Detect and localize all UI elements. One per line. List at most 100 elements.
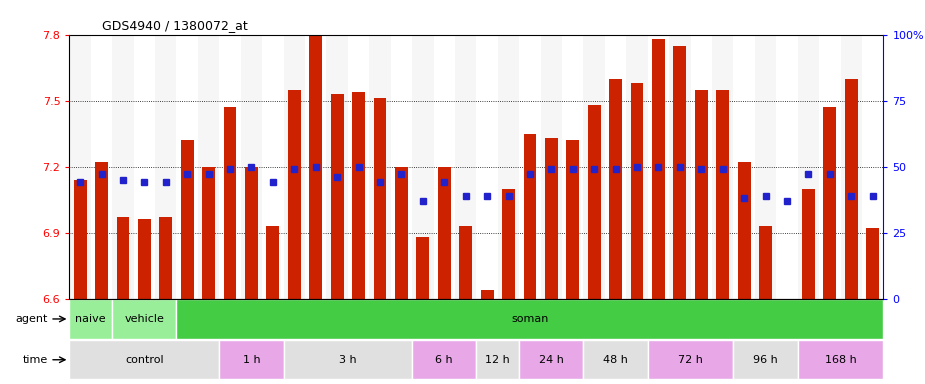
Bar — [669, 35, 691, 298]
Bar — [112, 300, 177, 339]
Bar — [845, 79, 857, 298]
Bar — [797, 35, 820, 298]
Bar — [584, 340, 647, 379]
Bar — [416, 237, 429, 298]
Bar — [288, 89, 301, 298]
Bar — [648, 35, 669, 298]
Bar — [862, 35, 883, 298]
Bar — [284, 35, 305, 298]
Bar — [759, 226, 772, 298]
Bar — [240, 35, 262, 298]
Bar — [716, 89, 729, 298]
Text: 12 h: 12 h — [486, 355, 511, 365]
Bar — [69, 300, 112, 339]
Bar — [519, 35, 540, 298]
Bar — [395, 167, 408, 298]
Bar — [823, 107, 836, 298]
Bar — [434, 35, 455, 298]
Bar — [203, 167, 215, 298]
Bar — [413, 340, 476, 379]
Bar — [138, 219, 151, 298]
Bar — [695, 89, 708, 298]
Bar — [631, 83, 644, 298]
Text: 168 h: 168 h — [825, 355, 857, 365]
Bar — [177, 300, 883, 339]
Bar — [266, 226, 279, 298]
Bar — [219, 35, 240, 298]
Bar — [476, 35, 498, 298]
Bar — [219, 340, 284, 379]
Bar — [180, 140, 193, 298]
Bar — [519, 340, 584, 379]
Bar — [159, 217, 172, 298]
Bar — [352, 92, 365, 298]
Bar — [459, 226, 472, 298]
Bar — [566, 140, 579, 298]
Bar — [117, 217, 130, 298]
Bar — [738, 162, 750, 298]
Bar — [133, 35, 155, 298]
Bar — [327, 35, 348, 298]
Bar — [455, 35, 476, 298]
Bar — [262, 35, 284, 298]
Bar — [91, 35, 112, 298]
Bar — [802, 189, 815, 298]
Bar — [797, 340, 883, 379]
Bar — [734, 340, 797, 379]
Text: 96 h: 96 h — [753, 355, 778, 365]
Text: 3 h: 3 h — [339, 355, 357, 365]
Text: 72 h: 72 h — [678, 355, 703, 365]
Bar — [245, 167, 258, 298]
Bar — [610, 79, 622, 298]
Bar — [502, 189, 515, 298]
Text: 1 h: 1 h — [242, 355, 260, 365]
Bar — [438, 167, 450, 298]
Bar — [781, 298, 794, 331]
Text: control: control — [125, 355, 164, 365]
Bar — [348, 35, 369, 298]
Bar — [390, 35, 413, 298]
Bar — [69, 35, 91, 298]
Text: time: time — [23, 355, 48, 365]
Bar — [652, 39, 665, 298]
Bar — [691, 35, 712, 298]
Text: naive: naive — [76, 314, 106, 324]
Bar — [309, 35, 322, 298]
Bar — [524, 134, 536, 298]
Bar — [755, 35, 776, 298]
Bar — [74, 180, 87, 298]
Bar — [95, 162, 108, 298]
Bar — [866, 228, 879, 298]
Text: 24 h: 24 h — [539, 355, 563, 365]
Bar — [626, 35, 647, 298]
Bar — [776, 35, 797, 298]
Bar — [69, 340, 219, 379]
Bar — [369, 35, 390, 298]
Bar — [112, 35, 133, 298]
Text: GDS4940 / 1380072_at: GDS4940 / 1380072_at — [102, 19, 248, 32]
Text: 48 h: 48 h — [603, 355, 628, 365]
Bar — [712, 35, 734, 298]
Bar — [820, 35, 841, 298]
Bar — [374, 98, 387, 298]
Text: soman: soman — [512, 314, 549, 324]
Bar — [224, 107, 237, 298]
Bar — [284, 340, 413, 379]
Text: agent: agent — [16, 314, 48, 324]
Bar — [305, 35, 327, 298]
Bar — [413, 35, 434, 298]
Bar — [584, 35, 605, 298]
Bar — [476, 340, 519, 379]
Bar — [841, 35, 862, 298]
Bar — [545, 138, 558, 298]
Bar — [177, 35, 198, 298]
Text: vehicle: vehicle — [124, 314, 165, 324]
Bar — [498, 35, 519, 298]
Bar — [331, 94, 343, 298]
Bar — [648, 340, 734, 379]
Bar — [481, 290, 494, 298]
Bar — [734, 35, 755, 298]
Bar — [562, 35, 584, 298]
Bar — [673, 46, 686, 298]
Bar — [605, 35, 626, 298]
